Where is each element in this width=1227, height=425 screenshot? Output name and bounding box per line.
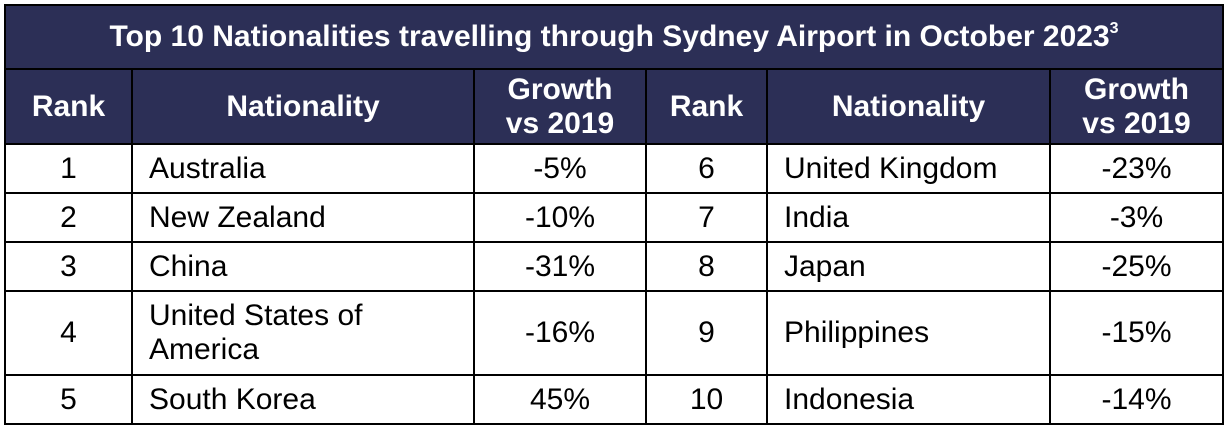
table-row: 4 United States of America -16% 9 Philipp… [4, 290, 1224, 376]
nationality-cell: China [131, 241, 475, 292]
table-row: 1 Australia -5% 6 United Kingdom -23% [4, 143, 1224, 194]
nationality-line1: United States of [149, 299, 363, 332]
title-row: Top 10 Nationalities travelling through … [4, 4, 1224, 70]
header-growth-line1: Growth [507, 72, 613, 106]
nationality-cell: Australia [131, 143, 475, 194]
rank-cell: 8 [645, 241, 768, 292]
nationality-cell: New Zealand [131, 192, 475, 243]
growth-cell: -3% [1049, 192, 1224, 243]
table-row: 3 China -31% 8 Japan -25% [4, 241, 1224, 292]
growth-cell: -5% [473, 143, 647, 194]
nationality-cell: United States of America [131, 290, 475, 376]
table-title: Top 10 Nationalities travelling through … [4, 4, 1224, 70]
nationality-cell: Philippines [766, 290, 1051, 376]
nationality-cell: Japan [766, 241, 1051, 292]
table-row: 5 South Korea 45% 10 Indonesia -14% [4, 374, 1224, 425]
growth-cell: -15% [1049, 290, 1224, 376]
nationality-cell: Indonesia [766, 374, 1051, 425]
growth-cell: 45% [473, 374, 647, 425]
header-growth-line2: vs 2019 [505, 106, 615, 140]
header-rank-left: Rank [4, 68, 133, 145]
header-nationality-left: Nationality [131, 68, 475, 145]
growth-cell: -16% [473, 290, 647, 376]
growth-cell: -23% [1049, 143, 1224, 194]
growth-cell: -31% [473, 241, 647, 292]
rank-cell: 10 [645, 374, 768, 425]
nationality-cell: United Kingdom [766, 143, 1051, 194]
rank-cell: 5 [4, 374, 133, 425]
table-title-text: Top 10 Nationalities travelling through … [109, 20, 1110, 53]
header-growth-right: Growth vs 2019 [1049, 68, 1224, 145]
rank-cell: 3 [4, 241, 133, 292]
nationality-cell: South Korea [131, 374, 475, 425]
nationalities-table-container: Top 10 Nationalities travelling through … [4, 4, 1224, 425]
nationality-cell: India [766, 192, 1051, 243]
rank-cell: 1 [4, 143, 133, 194]
growth-cell: -14% [1049, 374, 1224, 425]
header-growth-line1: Growth [1084, 72, 1189, 106]
header-nationality-right: Nationality [766, 68, 1051, 145]
header-growth-left: Growth vs 2019 [473, 68, 647, 145]
growth-cell: -10% [473, 192, 647, 243]
rank-cell: 6 [645, 143, 768, 194]
nationalities-table: Top 10 Nationalities travelling through … [4, 4, 1224, 425]
rank-cell: 9 [645, 290, 768, 376]
nationality-line2: America [149, 333, 260, 366]
rank-cell: 4 [4, 290, 133, 376]
growth-cell: -25% [1049, 241, 1224, 292]
rank-cell: 2 [4, 192, 133, 243]
rank-cell: 7 [645, 192, 768, 243]
title-footnote: 3 [1109, 20, 1119, 37]
header-rank-right: Rank [645, 68, 768, 145]
header-growth-line2: vs 2019 [1082, 106, 1191, 140]
header-row: Rank Nationality Growth vs 2019 Rank Nati… [4, 68, 1224, 145]
table-row: 2 New Zealand -10% 7 India -3% [4, 192, 1224, 243]
